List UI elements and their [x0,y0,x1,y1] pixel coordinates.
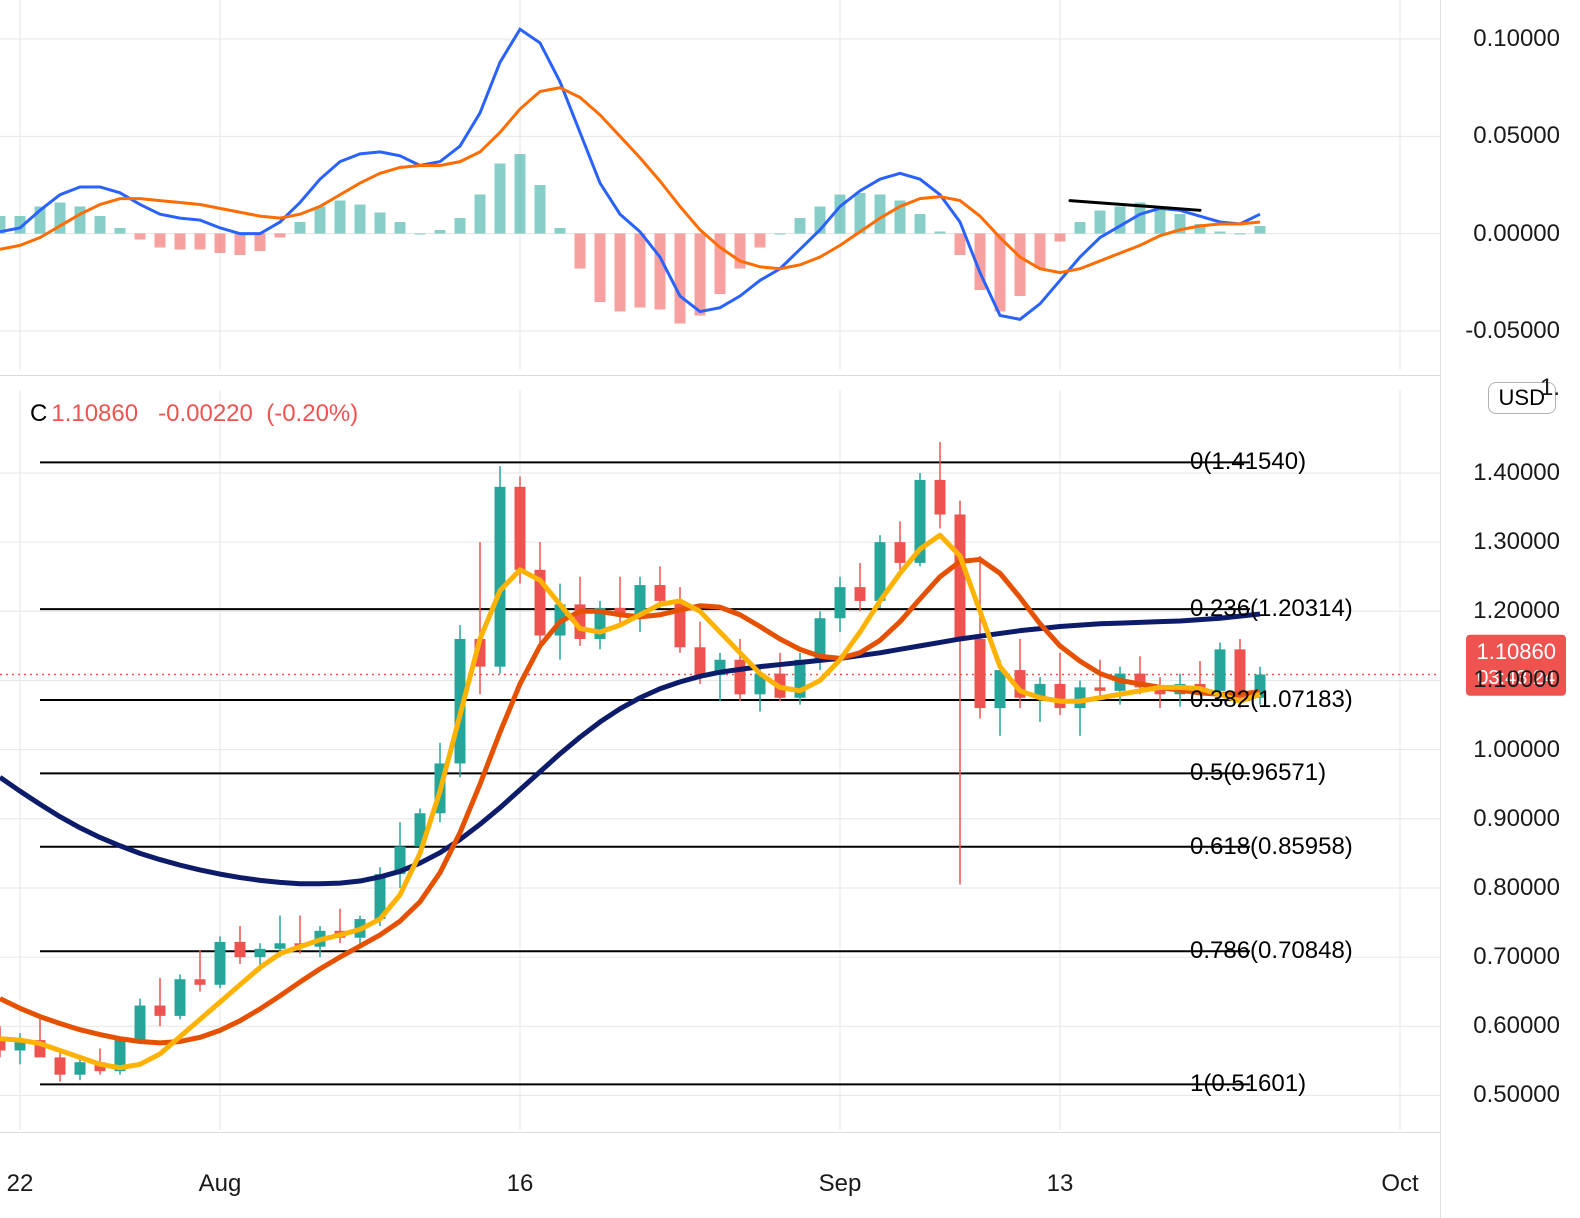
last-price-value: 1.10860 [1476,638,1556,666]
time-xtick: Oct [1381,1170,1418,1198]
price-ytick: 1.00000 [1473,736,1560,764]
info-prefix: C [30,400,47,427]
info-pct: (-0.20%) [266,400,358,427]
fib-level-label: 0.382(1.07183) [1190,686,1353,714]
info-change: -0.00220 [158,400,253,427]
price-ytick: 1.30000 [1473,528,1560,556]
currency-badge-text: USD [1499,385,1545,410]
xaxis-separator [0,1132,1440,1133]
macd-ytick: -0.05000 [1465,317,1560,345]
ohlc-info: C1.10860 -0.00220 (-0.20%) [30,400,358,428]
macd-ytick: 0.10000 [1473,25,1560,53]
fib-level-label: 0.618(0.85958) [1190,833,1353,861]
macd-ytick: 0.05000 [1473,122,1560,150]
price-ytick: 1. [1540,374,1560,402]
price-ytick: 0.60000 [1473,1012,1560,1040]
yaxis-separator [1440,0,1441,1218]
fib-level-label: 1(0.51601) [1190,1070,1306,1098]
price-ytick: 0.70000 [1473,943,1560,971]
time-xtick: Aug [199,1170,242,1198]
fib-level-label: 0.5(0.96571) [1190,759,1326,787]
time-xtick: Sep [819,1170,862,1198]
price-ytick: 1.40000 [1473,459,1560,487]
price-ytick: 0.80000 [1473,874,1560,902]
price-ytick: 1.20000 [1473,597,1560,625]
price-ytick: 1.10000 [1473,666,1560,694]
info-close: 1.10860 [51,400,138,427]
price-ytick: 0.90000 [1473,805,1560,833]
panel-separator [0,375,1440,376]
time-xtick: 16 [507,1170,534,1198]
fib-level-label: 0(1.41540) [1190,448,1306,476]
time-xtick: 22 [7,1170,34,1198]
price-ytick: 0.50000 [1473,1081,1560,1109]
fib-level-label: 0.236(1.20314) [1190,595,1353,623]
macd-ytick: 0.00000 [1473,220,1560,248]
time-xtick: 13 [1047,1170,1074,1198]
fib-level-label: 0.786(0.70848) [1190,937,1353,965]
chart-root: C1.10860 -0.00220 (-0.20%) USD 1.10860 0… [0,0,1580,1218]
